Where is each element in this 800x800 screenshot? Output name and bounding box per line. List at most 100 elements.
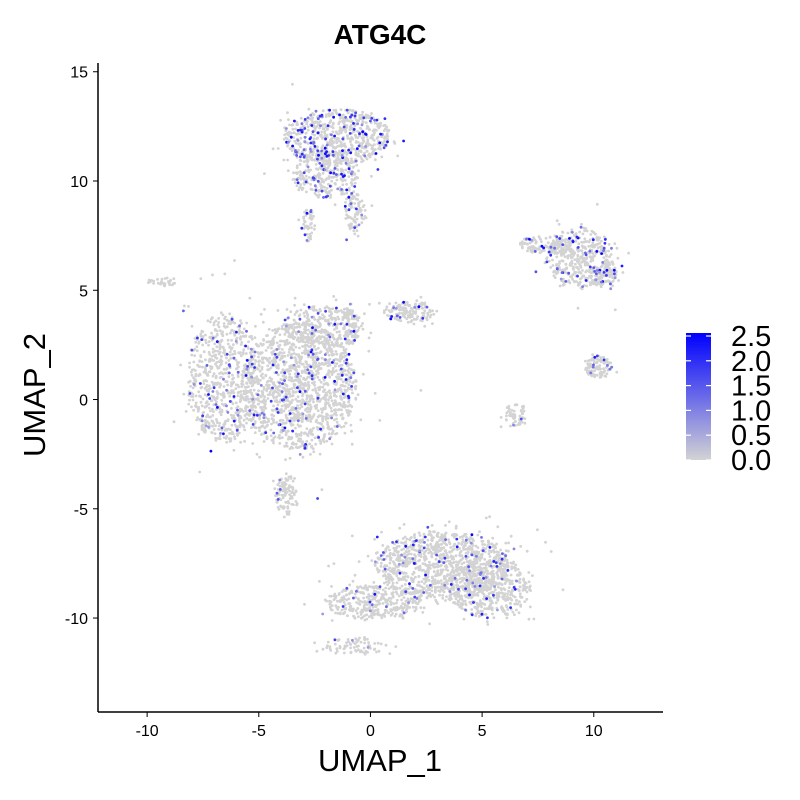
cell-point <box>306 160 310 164</box>
cell-point <box>388 561 392 565</box>
cell-point <box>346 137 350 140</box>
cell-point <box>285 368 289 372</box>
cell-point <box>298 385 302 388</box>
cell-point <box>458 580 462 584</box>
cell-point <box>235 432 239 436</box>
cell-point <box>413 587 417 591</box>
cell-point <box>278 339 282 343</box>
cell-point <box>462 573 466 576</box>
cell-point <box>272 418 275 422</box>
cell-point <box>319 341 323 345</box>
cell-point <box>345 380 348 384</box>
cell-point <box>268 340 272 344</box>
cell-point <box>461 538 465 541</box>
cell-point <box>319 367 323 370</box>
cell-point <box>448 562 451 566</box>
cell-point <box>325 169 329 173</box>
cell-point <box>261 400 265 403</box>
cell-point <box>240 331 244 334</box>
cell-point <box>252 400 256 404</box>
cell-point <box>324 418 328 421</box>
cell-point <box>480 552 484 556</box>
cell-point <box>222 322 226 325</box>
cell-point <box>417 568 421 572</box>
cell-point <box>301 351 304 355</box>
cell-point <box>355 212 359 215</box>
cell-point <box>297 355 301 358</box>
cell-point <box>473 572 477 576</box>
cell-point <box>241 376 245 380</box>
cell-point <box>497 591 501 594</box>
cell-point <box>221 391 225 395</box>
cell-point <box>214 376 218 380</box>
cell-point <box>335 413 338 417</box>
cell-point <box>358 200 362 204</box>
cell-point <box>468 545 471 548</box>
cell-point <box>297 379 301 382</box>
cell-point <box>453 543 456 546</box>
cell-point <box>361 114 364 117</box>
cell-point <box>428 532 432 536</box>
cell-point <box>306 328 310 332</box>
cell-point <box>430 589 434 593</box>
cell-point <box>208 335 212 339</box>
cell-point <box>306 375 310 379</box>
cell-point <box>276 403 280 407</box>
cell-point <box>305 178 309 182</box>
cell-point <box>396 558 400 562</box>
cell-point <box>289 323 293 327</box>
cell-point <box>396 555 400 559</box>
cell-point <box>279 430 283 434</box>
cell-point <box>271 479 275 483</box>
cell-point <box>310 217 314 220</box>
cell-point <box>421 306 424 310</box>
cell-point <box>350 368 353 372</box>
cell-point <box>432 312 436 316</box>
cell-point <box>300 337 304 340</box>
cell-point <box>365 150 369 153</box>
cell-point <box>316 168 320 171</box>
cell-point <box>486 623 490 626</box>
cell-point <box>480 578 483 582</box>
cell-point <box>190 405 193 409</box>
cell-point <box>215 395 219 399</box>
cell-point <box>328 395 332 399</box>
cell-point <box>349 160 353 164</box>
cell-point <box>228 432 231 435</box>
cell-point <box>287 130 291 134</box>
cell-point <box>215 345 219 349</box>
cell-point <box>355 192 359 196</box>
cell-point <box>372 133 376 137</box>
cell-point <box>420 548 424 552</box>
cell-point <box>215 400 218 404</box>
cell-point <box>345 126 348 130</box>
cell-point <box>239 319 242 322</box>
cell-point <box>454 597 458 601</box>
cell-point <box>284 399 288 402</box>
cell-point <box>492 596 496 599</box>
cell-point <box>456 578 459 582</box>
cell-point <box>259 400 263 404</box>
cell-point <box>327 318 330 322</box>
cell-point <box>230 389 233 393</box>
cell-point <box>288 395 292 398</box>
cell-point <box>279 378 283 381</box>
cell-point <box>511 582 514 585</box>
cell-point <box>339 159 342 162</box>
cell-point <box>417 531 421 535</box>
cell-point <box>310 322 314 325</box>
cell-point <box>449 577 453 581</box>
cell-point <box>267 417 270 421</box>
cell-point <box>442 590 446 594</box>
cell-point <box>213 349 217 353</box>
cell-point <box>213 432 217 435</box>
cell-point <box>230 346 234 350</box>
cell-point <box>371 151 374 155</box>
cell-point <box>244 363 248 367</box>
cell-point <box>301 174 304 178</box>
cell-point <box>334 182 337 186</box>
cell-point <box>436 532 440 535</box>
cell-point <box>257 352 260 355</box>
cell-point <box>496 576 500 580</box>
cell-point <box>357 204 361 208</box>
